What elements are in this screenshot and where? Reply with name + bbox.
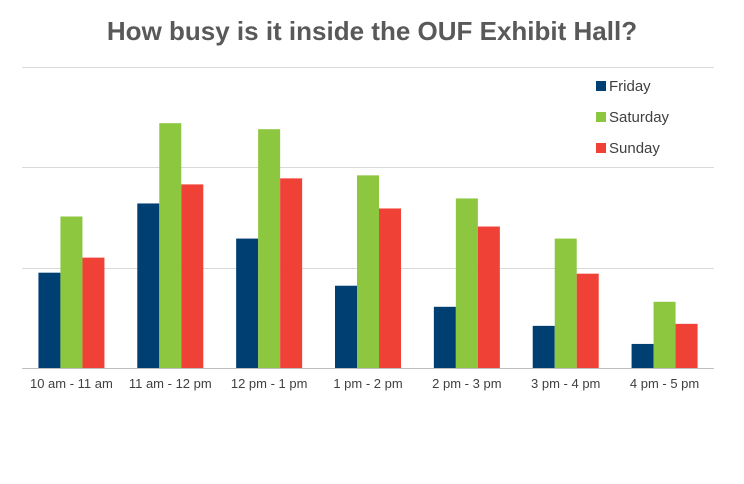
bar-friday-2 bbox=[236, 238, 259, 368]
legend-label-sunday: Sunday bbox=[609, 140, 660, 157]
legend-swatch-friday bbox=[596, 81, 606, 91]
bar-friday-0 bbox=[38, 272, 61, 368]
bar-sunday-3 bbox=[379, 208, 401, 368]
legend-swatch-sunday bbox=[596, 143, 606, 153]
legend-label-friday: Friday bbox=[609, 78, 651, 95]
x-axis-tick-labels: 10 am - 11 am 11 am - 12 pm 12 pm - 1 pm 1 … bbox=[30, 376, 699, 391]
bar-saturday-2 bbox=[258, 129, 281, 368]
bar-sunday-0 bbox=[82, 257, 105, 368]
bar-saturday-6 bbox=[653, 301, 676, 368]
series-saturday bbox=[60, 123, 676, 368]
legend-swatch-saturday bbox=[596, 112, 606, 122]
series-sunday bbox=[82, 178, 698, 368]
bar-friday-1 bbox=[137, 203, 160, 368]
bar-sunday-1 bbox=[181, 184, 204, 368]
bar-friday-4 bbox=[433, 306, 456, 368]
x-tick-label: 1 pm - 2 pm bbox=[333, 376, 402, 391]
bar-friday-5 bbox=[532, 325, 555, 368]
bars bbox=[38, 123, 698, 368]
x-tick-label: 2 pm - 3 pm bbox=[432, 376, 501, 391]
bar-saturday-4 bbox=[455, 198, 478, 368]
bar-saturday-1 bbox=[159, 123, 182, 368]
bar-friday-6 bbox=[631, 343, 654, 368]
bar-sunday-5 bbox=[576, 273, 599, 368]
chart-title: How busy is it inside the OUF Exhibit Ha… bbox=[107, 16, 637, 46]
x-tick-label: 4 pm - 5 pm bbox=[630, 376, 699, 391]
bar-sunday-6 bbox=[675, 323, 698, 368]
bar-friday-3 bbox=[335, 285, 357, 368]
bar-saturday-5 bbox=[554, 238, 577, 368]
x-tick-label: 11 am - 12 pm bbox=[129, 376, 212, 391]
series-friday bbox=[38, 203, 654, 368]
bar-saturday-3 bbox=[357, 175, 379, 368]
legend: Friday Saturday Sunday bbox=[596, 78, 670, 157]
x-tick-label: 12 pm - 1 pm bbox=[231, 376, 308, 391]
legend-label-saturday: Saturday bbox=[609, 109, 670, 126]
bar-sunday-2 bbox=[280, 178, 303, 368]
bar-sunday-4 bbox=[477, 226, 500, 368]
x-tick-label: 3 pm - 4 pm bbox=[531, 376, 600, 391]
x-tick-label: 10 am - 11 am bbox=[30, 376, 113, 391]
bar-saturday-0 bbox=[60, 216, 83, 368]
